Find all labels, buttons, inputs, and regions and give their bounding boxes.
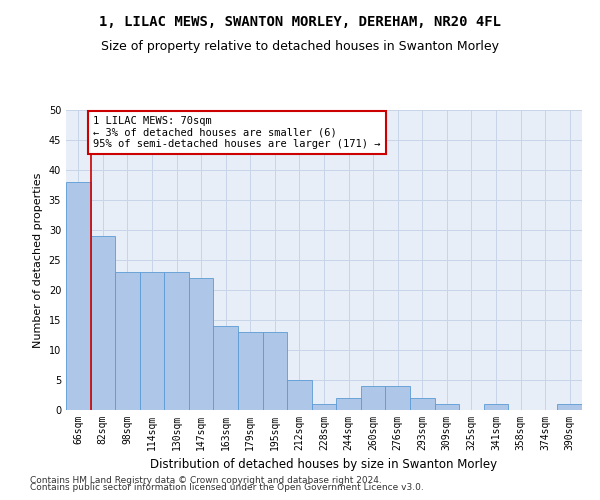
Text: Size of property relative to detached houses in Swanton Morley: Size of property relative to detached ho…	[101, 40, 499, 53]
Bar	[189, 278, 214, 410]
Bar	[140, 272, 164, 410]
Bar	[361, 386, 385, 410]
Bar	[164, 272, 189, 410]
Bar	[557, 404, 582, 410]
Bar	[214, 326, 238, 410]
X-axis label: Distribution of detached houses by size in Swanton Morley: Distribution of detached houses by size …	[151, 458, 497, 471]
Text: Contains public sector information licensed under the Open Government Licence v3: Contains public sector information licen…	[30, 484, 424, 492]
Bar	[410, 398, 434, 410]
Bar	[263, 332, 287, 410]
Bar	[115, 272, 140, 410]
Text: Contains HM Land Registry data © Crown copyright and database right 2024.: Contains HM Land Registry data © Crown c…	[30, 476, 382, 485]
Bar	[385, 386, 410, 410]
Bar	[312, 404, 336, 410]
Bar	[238, 332, 263, 410]
Bar	[336, 398, 361, 410]
Bar	[484, 404, 508, 410]
Bar	[91, 236, 115, 410]
Text: 1 LILAC MEWS: 70sqm
← 3% of detached houses are smaller (6)
95% of semi-detached: 1 LILAC MEWS: 70sqm ← 3% of detached hou…	[93, 116, 380, 149]
Bar	[66, 182, 91, 410]
Y-axis label: Number of detached properties: Number of detached properties	[33, 172, 43, 348]
Text: 1, LILAC MEWS, SWANTON MORLEY, DEREHAM, NR20 4FL: 1, LILAC MEWS, SWANTON MORLEY, DEREHAM, …	[99, 15, 501, 29]
Bar	[434, 404, 459, 410]
Bar	[287, 380, 312, 410]
